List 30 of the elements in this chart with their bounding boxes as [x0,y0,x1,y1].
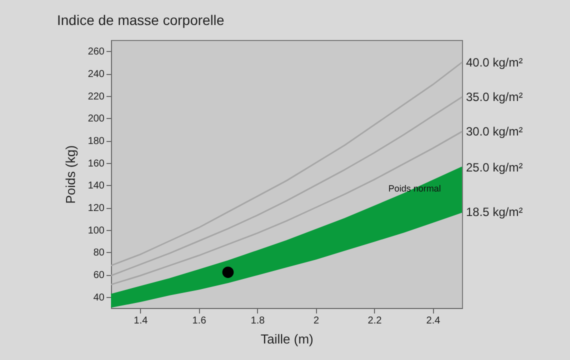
y-tick-label: 120 [88,203,105,214]
y-tick-label: 180 [88,136,105,147]
line-series [110,96,463,276]
x-tick-label: 1.8 [250,316,266,326]
y-tick-label: 200 [88,114,105,125]
series-label: 40.0 kg/m² [466,55,523,70]
x-tick-label: 2.2 [368,316,382,326]
x-tick-label: 1.6 [192,316,207,326]
y-tick-label: 260 [88,46,105,58]
y-tick-label: 40 [93,292,105,304]
x-tick-label: 1.4 [134,316,148,326]
chart-title: Indice de masse corporelle [57,12,225,28]
annotation: Poids normal [388,184,441,194]
series-label: 35.0 kg/m² [466,90,523,104]
series-label: 25.0 kg/m² [466,160,523,174]
x-axis-title: Taille (m) [260,332,314,346]
y-tick-label: 140 [88,180,105,192]
series-label: 18.5 kg/m² [466,204,523,219]
x-tick-label: 2.4 [426,316,441,326]
line-series [110,62,463,266]
y-axis-title: Poids (kg) [62,145,78,204]
y-tick-label: 160 [88,158,105,170]
x-tick-label: 2 [313,316,320,326]
y-tick-label: 80 [93,248,105,259]
y-tick-label: 240 [88,69,105,80]
y-tick-label: 100 [88,225,105,236]
y-tick-label: 60 [93,270,105,281]
line-series [110,130,463,286]
y-tick-label: 220 [88,91,105,102]
series-label: 30.0 kg/m² [466,124,523,139]
